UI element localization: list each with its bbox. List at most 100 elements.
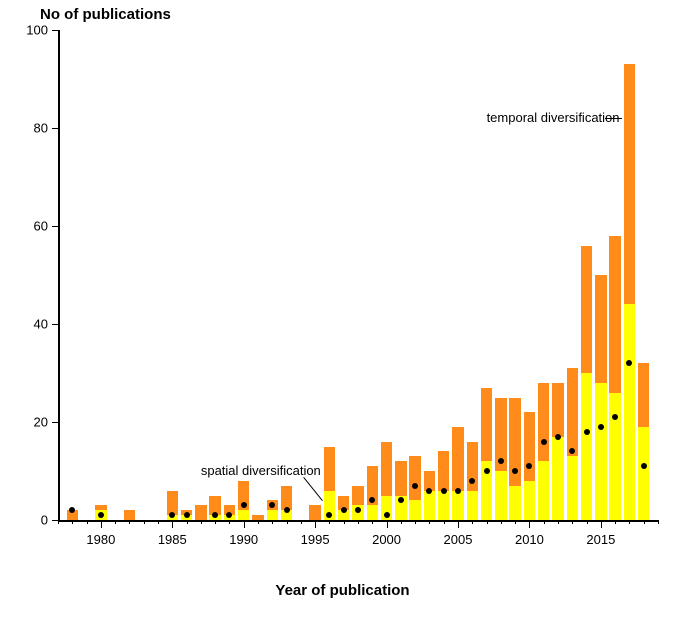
data-dot [326,512,332,518]
bar-segment-temporal [124,510,135,520]
x-tick-label: 1990 [229,532,258,547]
bar [367,466,378,520]
bar [281,486,292,520]
data-dot [612,414,618,420]
y-tick [52,226,58,227]
data-dot [455,488,461,494]
x-minor-tick [301,520,302,524]
data-dot [412,483,418,489]
bar [567,368,578,520]
x-tick-label: 2015 [586,532,615,547]
bar [238,481,249,520]
x-minor-tick [558,520,559,524]
data-dot [626,360,632,366]
data-dot [241,502,247,508]
bar-segment-spatial [267,510,278,520]
bar-segment-temporal [609,236,620,393]
bar [638,363,649,520]
plot-area: 0204060801001980198519901995200020052010… [58,30,658,520]
data-dot [269,502,275,508]
data-dot [355,507,361,513]
bar [538,383,549,520]
bar-segment-spatial [595,383,606,520]
annotation-leader [605,118,622,119]
x-minor-tick [501,520,502,524]
bar [595,275,606,520]
bar-segment-temporal [567,368,578,456]
bar-segment-temporal [595,275,606,383]
publications-chart: No of publications 020406080100198019851… [0,0,685,619]
y-tick [52,128,58,129]
x-minor-tick [658,520,659,524]
x-major-tick [387,520,388,528]
y-axis [58,30,60,520]
bar-segment-temporal [552,383,563,437]
x-minor-tick [429,520,430,524]
data-dot [641,463,647,469]
bar [381,442,392,520]
data-dot [369,497,375,503]
y-tick-label: 0 [16,513,48,528]
x-minor-tick [487,520,488,524]
x-minor-tick [372,520,373,524]
x-tick-label: 1985 [158,532,187,547]
x-axis-title: Year of publication [0,582,685,599]
x-major-tick [101,520,102,528]
x-minor-tick [144,520,145,524]
bar-segment-temporal [252,515,263,520]
data-dot [569,448,575,454]
x-minor-tick [615,520,616,524]
bar [481,388,492,520]
x-minor-tick [587,520,588,524]
bar [124,510,135,520]
bar-segment-temporal [538,383,549,461]
x-tick-label: 2000 [372,532,401,547]
data-dot [426,488,432,494]
x-minor-tick [215,520,216,524]
bar-segment-temporal [381,442,392,496]
bar-segment-spatial [538,461,549,520]
x-minor-tick [629,520,630,524]
bar-segment-spatial [567,456,578,520]
bar-segment-spatial [452,491,463,520]
x-major-tick [529,520,530,528]
y-tick-label: 40 [16,317,48,332]
y-tick-label: 20 [16,415,48,430]
data-dot [226,512,232,518]
data-dot [541,439,547,445]
x-tick-label: 2010 [515,532,544,547]
bar [452,427,463,520]
x-major-tick [458,520,459,528]
data-dot [555,434,561,440]
bar-segment-temporal [438,451,449,490]
bar-segment-temporal [309,505,320,520]
x-minor-tick [229,520,230,524]
x-minor-tick [287,520,288,524]
data-dot [484,468,490,474]
annotation-leader [303,477,322,501]
bar-segment-spatial [409,500,420,520]
x-tick-label: 1995 [301,532,330,547]
bar-segment-spatial [367,505,378,520]
x-tick-label: 2005 [444,532,473,547]
annotation-label: temporal diversification [487,110,620,125]
x-minor-tick [201,520,202,524]
x-tick-label: 1980 [86,532,115,547]
bar-segment-spatial [424,491,435,520]
bar-segment-spatial [495,471,506,520]
data-dot [469,478,475,484]
bar-segment-spatial [438,491,449,520]
x-minor-tick [401,520,402,524]
x-minor-tick [258,520,259,524]
data-dot [526,463,532,469]
bar-segment-spatial [624,304,635,520]
x-minor-tick [358,520,359,524]
bar-segment-spatial [524,481,535,520]
bar [609,236,620,520]
data-dot [98,512,104,518]
bar [395,461,406,520]
data-dot [184,512,190,518]
x-major-tick [315,520,316,528]
bar [509,398,520,521]
bar [552,383,563,520]
